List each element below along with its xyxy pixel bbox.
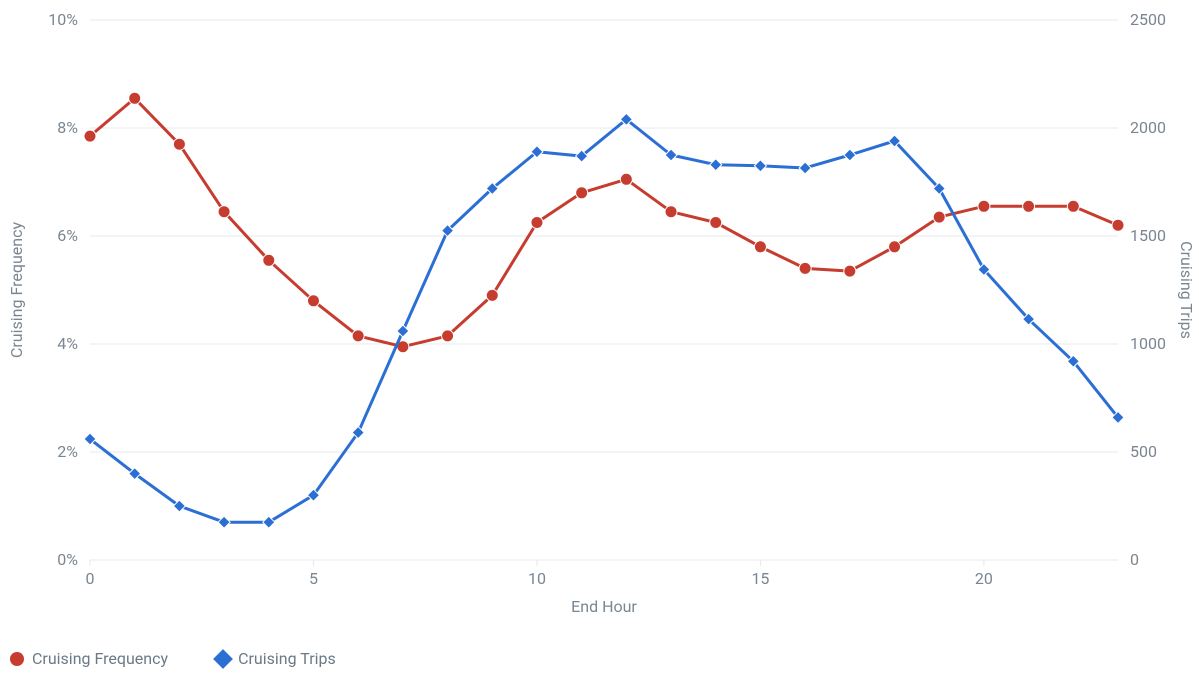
svg-text:Cruising Trips: Cruising Trips [1177,241,1196,339]
svg-text:2%: 2% [57,442,78,461]
svg-text:0: 0 [1130,550,1139,569]
svg-text:10%: 10% [48,10,78,29]
svg-text:10: 10 [528,569,546,588]
svg-text:Cruising Frequency: Cruising Frequency [7,222,26,358]
legend-marker-diamond [213,649,233,669]
svg-text:1000: 1000 [1130,334,1166,353]
dual-axis-line-chart: 0% 2% 4% 6% 8% 10% 0 500 1000 1500 2000 2500 0 5 10 15 2… [0,0,1199,674]
svg-text:2500: 2500 [1130,10,1166,29]
svg-text:6%: 6% [57,226,78,245]
chart-legend: Cruising Frequency Cruising Trips [0,649,336,668]
svg-text:5: 5 [309,569,318,588]
chart-svg: 0% 2% 4% 6% 8% 10% 0 500 1000 1500 2000 2500 0 5 10 15 2… [0,0,1199,674]
legend-label-frequency: Cruising Frequency [32,649,168,668]
svg-text:20: 20 [975,569,993,588]
svg-text:End Hour: End Hour [571,597,637,616]
svg-text:4%: 4% [57,334,78,353]
svg-text:15: 15 [751,569,769,588]
svg-text:1500: 1500 [1130,226,1166,245]
svg-text:8%: 8% [57,118,78,137]
legend-label-trips: Cruising Trips [238,649,336,668]
legend-item-frequency: Cruising Frequency [10,649,168,668]
svg-text:0: 0 [86,569,95,588]
svg-text:2000: 2000 [1130,118,1166,137]
legend-item-trips: Cruising Trips [216,649,336,668]
svg-text:500: 500 [1130,442,1157,461]
svg-text:0%: 0% [57,550,78,569]
legend-marker-circle [10,652,24,666]
